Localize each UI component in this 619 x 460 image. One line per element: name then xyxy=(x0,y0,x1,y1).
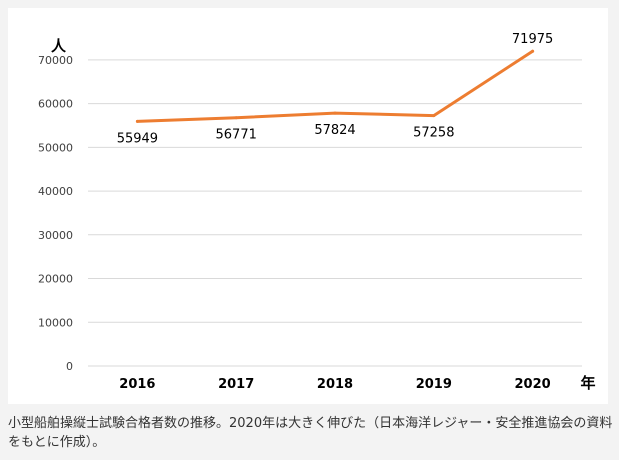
data-label-2016: 55949 xyxy=(117,131,158,146)
x-tick-label-2018: 2018 xyxy=(317,377,353,392)
data-point-2017 xyxy=(234,116,238,120)
data-point-2018 xyxy=(333,111,337,115)
data-label-2020: 71975 xyxy=(512,32,553,47)
data-point-2019 xyxy=(432,114,436,118)
y-tick-label: 10000 xyxy=(38,316,73,329)
y-tick-label: 50000 xyxy=(38,141,73,154)
data-label-2017: 56771 xyxy=(216,128,257,143)
x-tick-label-2020: 2020 xyxy=(515,377,551,392)
x-tick-label-2016: 2016 xyxy=(119,377,155,392)
series-line xyxy=(135,49,535,123)
figure-caption: 小型船舶操縦士試験合格者数の推移。2020年は大きく伸びた（日本海洋レジャー・安… xyxy=(8,416,613,450)
y-tick-label: 70000 xyxy=(38,54,73,67)
data-point-2020 xyxy=(531,49,535,53)
x-tick-label-2017: 2017 xyxy=(218,377,254,392)
data-point-2016 xyxy=(135,119,139,123)
y-tick-label: 30000 xyxy=(38,229,73,242)
data-label-2019: 57258 xyxy=(413,126,454,141)
y-tick-label: 0 xyxy=(66,360,73,373)
x-tick-label-2019: 2019 xyxy=(416,377,452,392)
y-tick-label: 40000 xyxy=(38,185,73,198)
chart-card: 0 10000 20000 30000 40000 50000 60000 70000 人 201… xyxy=(8,8,608,404)
y-tick-label: 20000 xyxy=(38,273,73,286)
x-axis-label: 年 xyxy=(580,374,595,392)
y-tick-label: 60000 xyxy=(38,98,73,111)
y-axis-label: 人 xyxy=(51,37,67,55)
data-label-2018: 57824 xyxy=(314,123,355,138)
